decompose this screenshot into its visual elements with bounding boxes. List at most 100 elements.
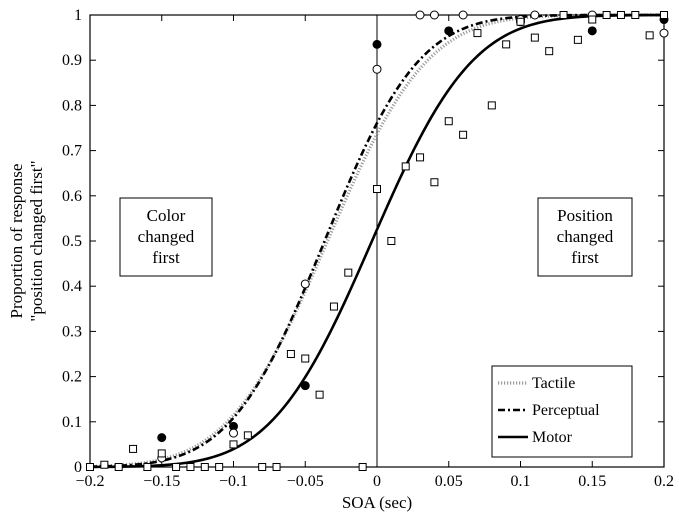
open-circle-point [300,279,310,289]
open-square-point [573,35,582,44]
open-square-point [530,33,539,42]
open-square-point [373,185,381,194]
open-square-point [315,390,324,399]
annotation-line: changed [557,227,614,246]
open-square-point [387,237,396,245]
open-square-point [616,11,625,19]
x-tick-label: −0.05 [287,473,324,490]
open-square-point [660,11,668,19]
open-square-point [243,431,252,440]
x-tick-label: −0.1 [219,473,248,490]
legend-label-motor: Motor [532,429,573,446]
filled-circle-point [372,39,382,49]
annotation-line: first [571,248,599,267]
open-square-point [200,463,209,471]
y-tick-label: 0.1 [62,414,82,431]
annotation-line: Color [147,206,186,225]
y-tick-label: 0.6 [62,188,82,205]
filled-circle-point [587,26,597,36]
open-square-point [272,463,281,471]
open-square-point [329,302,338,311]
open-circle-point [659,28,669,38]
open-square-point [129,444,138,453]
annotation-line: Position [557,206,613,225]
open-square-point [645,31,654,40]
open-square-point [143,463,152,471]
x-tick-label: 0.1 [511,473,531,490]
open-circle-point [429,10,439,20]
open-circle-point [229,428,238,438]
open-square-point [344,268,353,277]
x-tick-label: −0.2 [75,473,104,490]
open-square-point [114,463,123,471]
y-tick-label: 0.8 [62,97,82,114]
open-square-point [459,130,468,139]
annotation-right: Position changed first [537,197,633,277]
open-square-point [258,463,267,471]
annotation-line: changed [138,227,195,246]
x-axis-title: SOA (sec) [342,493,412,512]
x-tick-label: −0.15 [143,473,180,490]
filled-circle-point [157,433,167,443]
annotation-line: first [152,248,180,267]
axis-ticks: −0.2 −0.15 −0.1 −0.05 0 0.05 0.1 0.15 0.2 0 0.1 0.2… [62,7,674,490]
y-tick-label: 0.4 [62,278,82,295]
fitted-curves [89,13,665,469]
y-axis-title-line: "position changed first" [27,160,46,321]
filled-circle-point [444,26,454,36]
open-square-point [229,440,238,449]
open-square-point [186,463,195,471]
annotation-box [119,197,213,277]
y-axis-title-line: Proportion of response [7,164,26,319]
open-circle-point [415,10,425,20]
open-square-point [430,178,439,187]
y-tick-label: 1 [74,7,82,24]
filled-circle-point [300,381,310,391]
open-square-point [100,460,109,469]
y-tick-label: 0.9 [62,52,82,69]
open-square-point [86,463,94,471]
open-square-point [172,463,181,471]
open-square-point [286,350,295,358]
legend: Tactile Perceptual Motor [491,365,633,458]
open-square-point [545,47,554,56]
open-square-point [588,15,597,24]
x-tick-label: 0 [373,473,381,490]
curve-tactile [89,13,664,469]
open-square-point [401,162,410,171]
y-tick-label: 0.3 [62,323,82,340]
y-tick-label: 0.7 [62,143,82,160]
y-tick-label: 0.5 [62,233,82,250]
legend-box [491,365,633,458]
open-square-point [215,463,224,471]
legend-label-perceptual: Perceptual [532,402,600,419]
legend-label-tactile: Tactile [532,375,575,392]
open-square-point [559,11,568,19]
y-tick-label: 0 [74,459,82,476]
open-circle-point [372,64,382,74]
annotation-left: Color changed first [119,197,213,277]
open-square-point [358,463,367,471]
open-square-point [487,101,496,110]
open-square-point [502,40,511,49]
open-square-point [516,17,525,26]
open-square-point [631,11,640,19]
open-square-point [444,117,453,126]
x-tick-label: 0.2 [654,473,674,490]
annotations: Color changed first Position changed first [119,197,633,277]
y-tick-label: 0.2 [62,369,82,386]
data-points [86,10,669,471]
open-square-point [602,11,611,19]
open-circle-point [458,10,468,20]
x-tick-label: 0.05 [435,473,463,490]
open-square-point [416,153,425,162]
curve-perceptual [89,13,664,468]
curve-motor [89,13,665,469]
open-circle-point [530,10,540,20]
annotation-box [537,197,633,277]
open-square-point [157,449,166,458]
axis-labels: SOA (sec) Proportion of response "position… [7,160,412,512]
open-square-point [473,29,482,38]
x-tick-label: 0.15 [578,473,606,490]
